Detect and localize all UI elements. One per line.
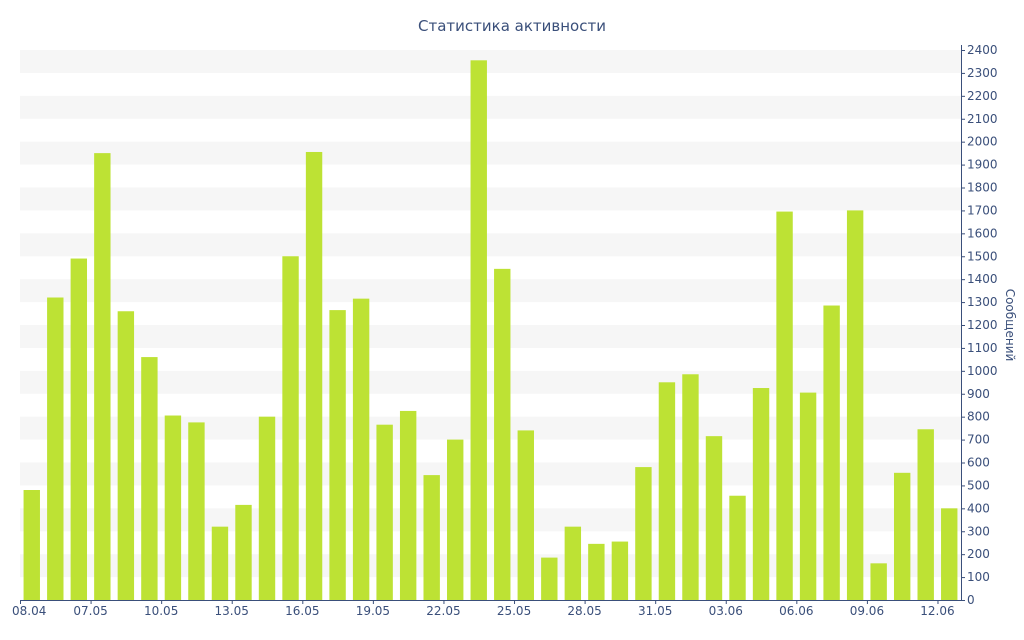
x-tick-label: 09.06 (850, 604, 884, 618)
bar (941, 508, 958, 600)
grid-band (20, 325, 961, 348)
y-tick-label: 200 (967, 547, 990, 561)
x-tick-label: 22.05 (426, 604, 460, 618)
y-axis-label: Сообщений (1003, 289, 1017, 362)
y-tick-label: 0 (967, 593, 975, 607)
x-tick-labels: 08.04 07.05 10.05 13.05 16.05 19.05 22.05 25.05… (12, 600, 955, 618)
y-tick-label: 1600 (967, 226, 998, 240)
bar (658, 382, 676, 600)
y-tick-label: 700 (967, 433, 990, 447)
bar (329, 310, 346, 600)
y-tick-labels: 0 100 200 300 400 500 600 700 800 900 1000 1100 1200… (961, 43, 998, 607)
bar (893, 472, 911, 600)
y-tick-label: 2300 (967, 66, 998, 80)
bar (799, 392, 817, 600)
x-tick-label: 19.05 (356, 604, 390, 618)
bar (823, 305, 840, 600)
grid-band (20, 50, 961, 73)
bar (211, 526, 229, 600)
x-tick-label: 03.06 (709, 604, 743, 618)
grid-band (20, 508, 961, 532)
bar (447, 439, 464, 600)
y-tick-label: 1100 (967, 341, 998, 355)
bars (23, 60, 958, 600)
bar (352, 298, 370, 600)
bar (188, 422, 205, 600)
y-tick-label: 1900 (967, 158, 998, 172)
bar (705, 436, 723, 600)
y-tick-label: 2100 (967, 112, 998, 126)
x-tick-label: 06.06 (779, 604, 813, 618)
grid-band (20, 279, 961, 303)
bar (752, 388, 770, 600)
grid-band (20, 462, 961, 486)
bar (94, 153, 111, 600)
x-tick-label: 25.05 (497, 604, 531, 618)
y-tick-label: 1300 (967, 295, 998, 309)
bar (776, 211, 793, 600)
x-tick-label: 16.05 (285, 604, 319, 618)
y-tick-label: 1000 (967, 364, 998, 378)
grid-band (20, 95, 961, 119)
y-tick-label: 800 (967, 410, 990, 424)
x-tick-label: 13.05 (215, 604, 249, 618)
y-tick-label: 2400 (967, 43, 998, 57)
y-tick-label: 2200 (967, 89, 998, 103)
grid-band (20, 141, 961, 165)
y-tick-label: 400 (967, 501, 990, 515)
y-tick-label: 300 (967, 524, 990, 538)
x-tick-label: 12.06 (920, 604, 954, 618)
y-tick-label: 1200 (967, 318, 998, 332)
axes (20, 45, 962, 601)
x-tick-label: 31.05 (638, 604, 672, 618)
bar (305, 151, 323, 600)
x-tick-label: 08.04 (12, 604, 46, 618)
bar (47, 297, 64, 600)
y-tick-label: 500 (967, 478, 990, 492)
bar (399, 410, 417, 600)
bar (235, 504, 252, 600)
x-tick-label: 28.05 (567, 604, 601, 618)
bar (635, 467, 652, 600)
bar (23, 490, 40, 600)
y-tick-label: 600 (967, 456, 990, 470)
bar (611, 541, 629, 600)
grid-band (20, 370, 961, 394)
bar (164, 415, 182, 600)
y-tick-label: 1700 (967, 203, 998, 217)
y-tick-label: 100 (967, 570, 990, 584)
x-tick-label: 07.05 (73, 604, 107, 618)
chart-title: Статистика активности (418, 17, 606, 35)
grid-band (20, 187, 961, 211)
grid-band (20, 554, 961, 578)
bar (588, 543, 605, 600)
y-tick-label: 1800 (967, 181, 998, 195)
y-tick-label: 1400 (967, 272, 998, 286)
x-tick-label: 10.05 (144, 604, 178, 618)
bar (564, 526, 582, 600)
bar (870, 563, 887, 600)
bar (470, 60, 487, 600)
bar (70, 258, 88, 600)
bar (682, 374, 699, 600)
bar (423, 475, 440, 600)
grid-bands (20, 50, 961, 578)
bar (517, 430, 534, 600)
bar (541, 557, 558, 600)
bar (729, 495, 746, 600)
y-tick-label: 900 (967, 387, 990, 401)
y-tick-label: 2000 (967, 135, 998, 149)
bar (494, 268, 511, 600)
bar (258, 416, 276, 600)
y-tick-label: 1500 (967, 249, 998, 263)
grid-band (20, 233, 961, 257)
bar (117, 311, 135, 600)
bar (376, 424, 393, 600)
bar (141, 357, 158, 600)
bar (917, 429, 934, 600)
bar (846, 210, 864, 600)
grid-band (20, 416, 961, 440)
bar (282, 256, 299, 600)
